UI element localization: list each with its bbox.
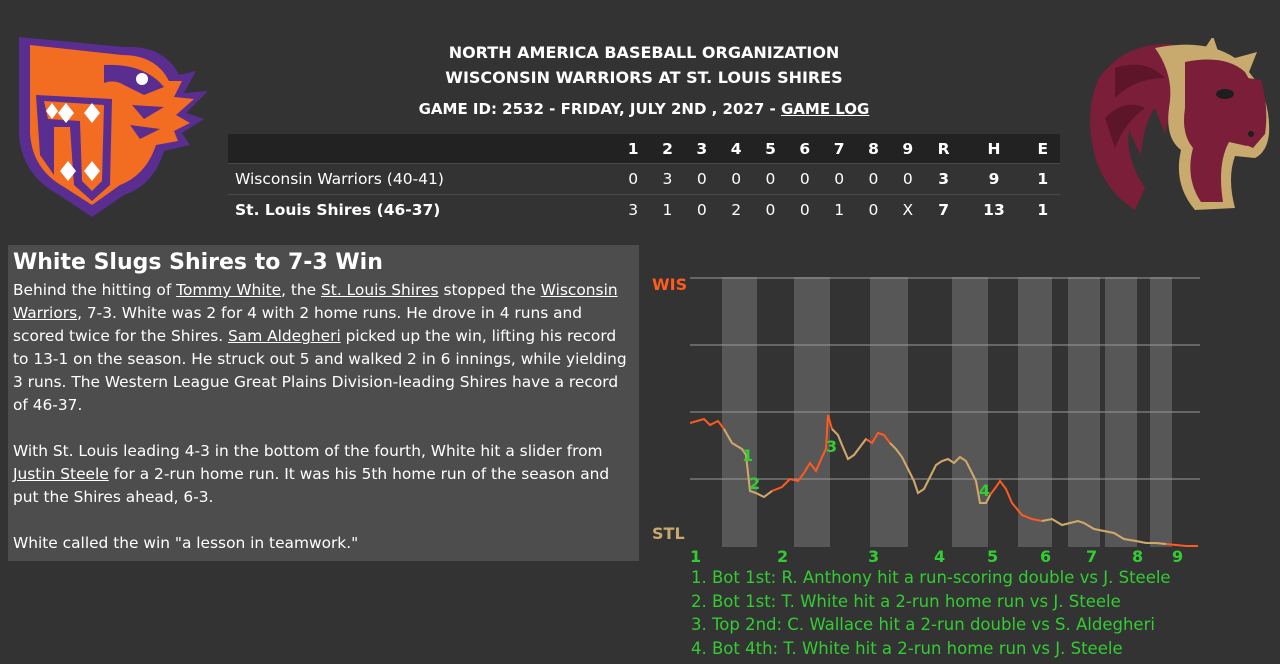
runs-header: R (924, 134, 963, 164)
inning-header: 6 (787, 134, 822, 164)
game-info: GAME ID: 2532 - FRIDAY, JULY 2ND , 2027 … (0, 98, 1280, 120)
org-title: NORTH AMERICA BASEBALL ORGANIZATION (448, 43, 840, 62)
stl-segment (831, 428, 867, 461)
inning-score: 2 (718, 194, 754, 225)
inning-label: 3 (868, 547, 880, 566)
key-plays-list: 1. Bot 1st: R. Anthony hit a run-scoring… (691, 566, 1171, 660)
inning-header: 1 (616, 134, 651, 164)
inning-score: X (890, 194, 925, 225)
recap-text: , the (281, 281, 322, 299)
inning-score: 0 (616, 163, 651, 195)
inning-score: 0 (753, 194, 788, 225)
key-play-note: 4. Bot 4th: T. White hit a 2-run home ru… (691, 638, 1123, 658)
box-score-header-row: 1 2 3 4 5 6 7 8 9 R H E (228, 134, 1060, 164)
home-team-row: St. Louis Shires (46-37) 3 1 0 2 0 0 1 0… (228, 194, 1060, 225)
recap-paragraph: Behind the hitting of Tommy White, the S… (13, 279, 634, 417)
inning-label: 1 (690, 547, 702, 566)
inning-score: 0 (684, 194, 719, 225)
inning-header: 7 (821, 134, 857, 164)
game-id-date: GAME ID: 2532 - FRIDAY, JULY 2ND , 2027 … (418, 100, 781, 118)
recap-text: picked up the win, lifting his record to… (13, 327, 627, 414)
runs-total: 3 (924, 163, 963, 195)
inning-score: 3 (616, 194, 651, 225)
inning-score: 0 (890, 163, 925, 195)
inning-label: 5 (987, 547, 999, 566)
home-team-name[interactable]: St. Louis Shires (46-37) (228, 194, 616, 225)
errors-total: 1 (1025, 194, 1060, 225)
recap-paragraph: With St. Louis leading 4-3 in the bottom… (13, 440, 634, 509)
win-probability-graph: 1 2 3 4 (690, 277, 1200, 547)
recap-text: Behind the hitting of (13, 281, 177, 299)
team-column-header (228, 134, 616, 164)
errors-header: E (1025, 134, 1060, 164)
event-marker-3: 3 (826, 437, 837, 456)
key-play-note: 3. Top 2nd: C. Wallace hit a 2-run doubl… (691, 615, 1155, 634)
inning-score: 3 (650, 163, 685, 195)
inning-header: 3 (684, 134, 719, 164)
key-play-note: 1. Bot 1st: R. Anthony hit a run-scoring… (691, 568, 1171, 587)
game-recap: White Slugs Shires to 7-3 Win Behind the… (8, 245, 639, 561)
inning-score: 0 (718, 163, 754, 195)
inning-label: 7 (1086, 547, 1098, 566)
recap-text: With St. Louis leading 4-3 in the bottom… (13, 442, 603, 460)
inning-score: 0 (753, 163, 788, 195)
game-header: NORTH AMERICA BASEBALL ORGANIZATION WISC… (0, 40, 1280, 120)
inning-label: 9 (1172, 547, 1184, 566)
inning-header: 5 (753, 134, 788, 164)
hits-total: 9 (962, 163, 1026, 195)
game-log-link[interactable]: GAME LOG (780, 100, 870, 118)
inning-score: 1 (821, 194, 857, 225)
inning-label: 6 (1040, 547, 1052, 566)
stl-segment (889, 442, 991, 504)
inning-score: 0 (787, 194, 822, 225)
inning-score: 0 (787, 163, 822, 195)
key-play-note: 2. Bot 1st: T. White hit a 2-run home ru… (691, 591, 1121, 611)
stl-label: STL (652, 524, 685, 543)
inning-header: 9 (890, 134, 925, 164)
recap-text: , 7-3. White was 2 for 4 with 2 home run… (13, 304, 583, 345)
event-marker-2: 2 (749, 474, 760, 493)
recap-paragraph: White called the win "a lesson in teamwo… (13, 534, 359, 552)
player-link-tommy-white[interactable]: Tommy White (176, 281, 282, 299)
recap-headline: White Slugs Shires to 7-3 Win (13, 250, 383, 275)
event-marker-1: 1 (742, 446, 753, 465)
inning-header: 8 (856, 134, 891, 164)
inning-score: 1 (650, 194, 685, 225)
event-marker-4: 4 (979, 481, 990, 500)
away-team-row: Wisconsin Warriors (40-41) 0 3 0 0 0 0 0… (228, 163, 1060, 195)
shires-horse-logo (1090, 38, 1270, 210)
player-link-justin-steele[interactable]: Justin Steele (13, 465, 109, 483)
matchup-title: WISCONSIN WARRIORS AT ST. LOUIS SHIRES (445, 68, 843, 87)
stl-segment (1041, 517, 1167, 545)
hits-total: 13 (962, 194, 1026, 225)
errors-total: 1 (1025, 163, 1060, 195)
inning-score: 0 (856, 194, 891, 225)
inning-header: 2 (650, 134, 685, 164)
warriors-eagle-logo (19, 37, 208, 217)
team-link-st-louis-shires[interactable]: St. Louis Shires (321, 281, 439, 299)
inning-header: 4 (718, 134, 754, 164)
inning-label: 4 (934, 547, 946, 566)
inning-label: 8 (1132, 547, 1144, 566)
inning-score: 0 (821, 163, 857, 195)
stl-segment (723, 428, 773, 499)
runs-total: 7 (924, 194, 963, 225)
recap-text: stopped the (438, 281, 541, 299)
recap-text: for a 2-run home run. It was his 5th hom… (13, 465, 610, 506)
inning-label: 2 (777, 547, 789, 566)
team-link-wisconsin-warriors[interactable]: Wisconsin Warriors (13, 281, 618, 322)
inning-score: 0 (684, 163, 719, 195)
hits-header: H (962, 134, 1026, 164)
away-team-name[interactable]: Wisconsin Warriors (40-41) (228, 163, 616, 195)
player-link-sam-aldegheri[interactable]: Sam Aldegheri (228, 327, 341, 345)
inning-score: 0 (856, 163, 891, 195)
box-score-table: 1 2 3 4 5 6 7 8 9 R H E Wisconsin Warrio… (228, 134, 1060, 225)
wis-label: WIS (652, 275, 688, 294)
